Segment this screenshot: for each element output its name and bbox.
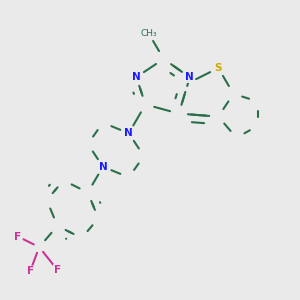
Text: N: N [124, 128, 133, 138]
Text: N: N [185, 72, 194, 82]
Text: N: N [99, 162, 107, 172]
Text: F: F [26, 266, 34, 276]
Text: CH₃: CH₃ [140, 28, 157, 38]
Text: N: N [132, 72, 141, 82]
Text: S: S [214, 63, 222, 73]
Text: F: F [54, 265, 61, 275]
Text: F: F [14, 232, 22, 242]
